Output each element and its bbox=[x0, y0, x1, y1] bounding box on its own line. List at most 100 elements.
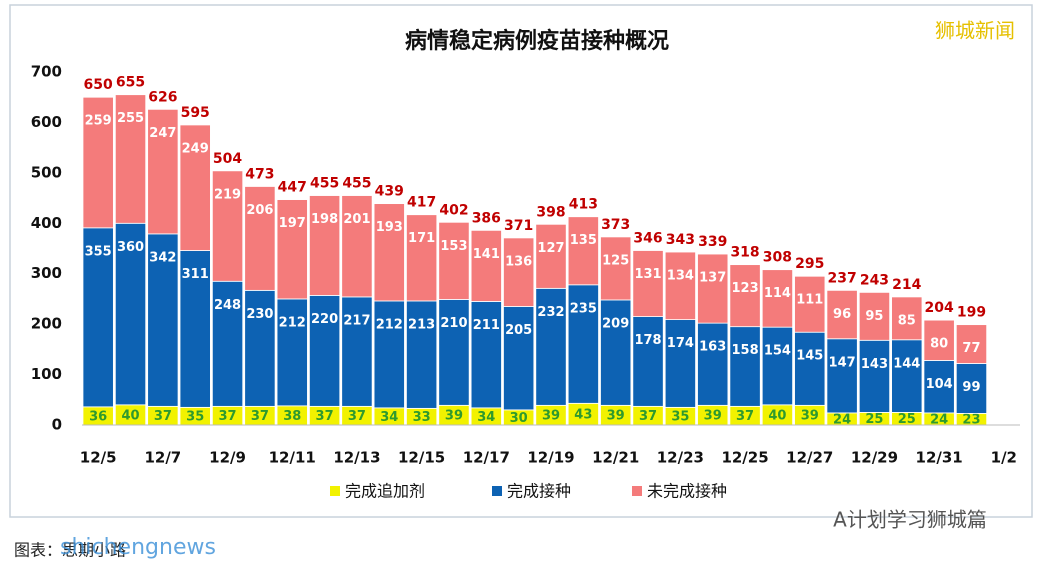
total-label: 295 bbox=[795, 256, 824, 272]
bar-segment bbox=[211, 280, 244, 407]
bar-segment bbox=[858, 291, 891, 341]
data-label: 144 bbox=[893, 356, 920, 371]
legend-swatch bbox=[632, 486, 642, 496]
data-label: 255 bbox=[117, 111, 144, 126]
bar-segment bbox=[114, 94, 147, 224]
bar-segment bbox=[858, 339, 891, 413]
data-label: 39 bbox=[607, 409, 625, 424]
legend-swatch bbox=[492, 486, 502, 496]
total-label: 237 bbox=[827, 270, 856, 286]
total-label: 373 bbox=[601, 217, 630, 233]
data-label: 193 bbox=[376, 220, 403, 235]
bar-segment bbox=[826, 289, 858, 340]
data-label: 220 bbox=[311, 312, 338, 327]
bar-segment bbox=[955, 324, 988, 364]
x-tick-label: 12/11 bbox=[269, 449, 316, 467]
data-label: 213 bbox=[408, 317, 435, 332]
data-label: 125 bbox=[602, 253, 629, 268]
x-tick-label: 12/21 bbox=[592, 449, 639, 467]
bar-segment bbox=[664, 251, 696, 321]
data-label: 178 bbox=[634, 333, 661, 348]
y-tick-label: 500 bbox=[31, 163, 62, 181]
bar-segment bbox=[535, 287, 567, 406]
data-label: 77 bbox=[962, 341, 980, 356]
bar-segment bbox=[729, 264, 761, 328]
footer-left: 图表：思期小路 bbox=[14, 541, 126, 560]
data-label: 163 bbox=[699, 340, 726, 355]
bar-segment bbox=[308, 195, 341, 296]
data-label: 259 bbox=[85, 114, 112, 129]
bar-segment bbox=[697, 322, 729, 406]
bar-segment bbox=[373, 300, 405, 409]
data-label: 37 bbox=[219, 409, 237, 424]
data-label: 232 bbox=[537, 305, 564, 320]
total-label: 318 bbox=[730, 245, 759, 261]
y-tick-label: 600 bbox=[31, 113, 62, 131]
data-label: 37 bbox=[639, 409, 657, 424]
data-label: 171 bbox=[408, 231, 435, 246]
bar-segment bbox=[276, 298, 308, 407]
y-tick-label: 200 bbox=[31, 315, 62, 333]
data-label: 104 bbox=[926, 377, 953, 392]
bar-segment bbox=[341, 296, 373, 407]
total-label: 504 bbox=[213, 151, 242, 167]
total-label: 473 bbox=[245, 166, 274, 182]
total-label: 447 bbox=[278, 180, 307, 196]
data-label: 36 bbox=[89, 409, 107, 424]
total-label: 308 bbox=[763, 250, 792, 266]
bar-segment bbox=[535, 223, 567, 289]
data-label: 37 bbox=[154, 409, 172, 424]
total-label: 455 bbox=[342, 176, 371, 192]
bar-segment bbox=[503, 306, 535, 411]
total-label: 439 bbox=[375, 184, 404, 200]
x-tick-label: 12/27 bbox=[786, 449, 833, 467]
data-label: 210 bbox=[440, 316, 467, 331]
site-mark: shichengnews bbox=[60, 535, 216, 560]
total-label: 402 bbox=[439, 202, 468, 218]
bar-segment bbox=[179, 250, 211, 408]
total-label: 214 bbox=[892, 277, 921, 293]
total-label: 398 bbox=[536, 204, 565, 220]
plot: 0 100 200 300 400 500 600 700 12/5 36 355 259 650 40 3… bbox=[31, 63, 1020, 501]
data-label: 135 bbox=[570, 233, 597, 248]
bar-segment bbox=[179, 124, 211, 251]
data-label: 212 bbox=[279, 315, 306, 330]
total-label: 413 bbox=[569, 197, 598, 213]
data-label: 212 bbox=[376, 317, 403, 332]
data-label: 143 bbox=[861, 357, 888, 372]
total-label: 455 bbox=[310, 176, 339, 192]
data-label: 158 bbox=[731, 343, 758, 358]
legend-swatch bbox=[330, 486, 340, 496]
data-label: 37 bbox=[316, 409, 334, 424]
x-tick-label: 12/23 bbox=[657, 449, 704, 467]
y-tick-label: 300 bbox=[31, 264, 62, 282]
data-label: 123 bbox=[731, 281, 758, 296]
x-tick-label: 12/17 bbox=[463, 449, 510, 467]
data-label: 38 bbox=[283, 409, 301, 424]
data-label: 95 bbox=[865, 309, 883, 324]
legend-label: 完成接种 bbox=[507, 482, 571, 501]
data-label: 206 bbox=[246, 203, 273, 218]
bar-segment bbox=[276, 199, 308, 300]
data-label: 136 bbox=[505, 254, 532, 269]
bar-segment bbox=[729, 326, 761, 407]
bar-segment bbox=[470, 229, 502, 302]
bar-segment bbox=[438, 221, 470, 300]
watermark: 狮城新闻 bbox=[935, 19, 1015, 43]
data-label: 197 bbox=[279, 216, 306, 231]
bar-segment bbox=[600, 299, 632, 406]
bar-segment bbox=[567, 216, 599, 286]
bar-segment bbox=[891, 296, 923, 341]
data-label: 235 bbox=[570, 301, 597, 316]
bar-segment bbox=[600, 236, 632, 301]
x-tick-label: 12/15 bbox=[398, 449, 445, 467]
data-label: 114 bbox=[764, 286, 791, 301]
data-label: 127 bbox=[537, 241, 564, 256]
y-tick-label: 400 bbox=[31, 214, 62, 232]
total-label: 243 bbox=[860, 272, 889, 288]
bar-segment bbox=[114, 222, 147, 406]
data-label: 33 bbox=[413, 410, 431, 425]
bar-segment bbox=[664, 319, 696, 408]
footer-right: A计划学习狮城篇 bbox=[833, 508, 987, 532]
